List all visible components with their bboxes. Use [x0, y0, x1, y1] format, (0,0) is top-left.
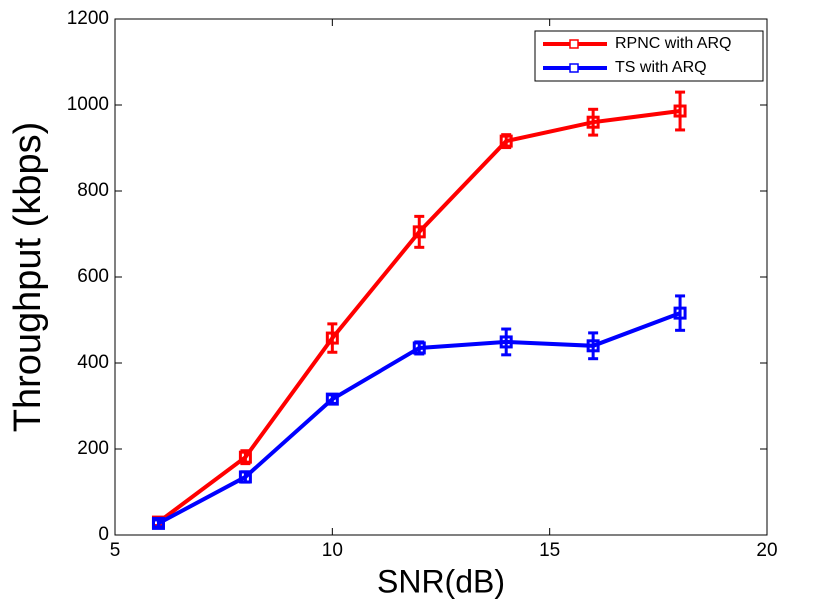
legend-marker	[569, 39, 579, 49]
marker	[238, 450, 252, 464]
y-axis-label: Throughput (kbps)	[7, 122, 49, 433]
marker	[412, 225, 426, 239]
x-tick-label: 10	[322, 540, 343, 561]
marker	[325, 331, 339, 345]
error-bar	[675, 90, 686, 132]
x-tick-label: 15	[539, 540, 560, 561]
error-bar	[588, 331, 599, 361]
marker	[151, 516, 165, 530]
y-tick-label: 800	[77, 180, 109, 201]
marker	[499, 335, 513, 349]
marker	[673, 104, 687, 118]
error-bar	[501, 327, 512, 357]
error-bar	[327, 322, 338, 354]
y-tick-label: 200	[77, 438, 109, 459]
series-line	[157, 109, 681, 524]
legend-label: TS with ARQ	[615, 59, 707, 76]
error-bar	[588, 107, 599, 137]
marker	[673, 306, 687, 320]
x-tick-label: 20	[756, 540, 777, 561]
error-bar	[675, 294, 686, 332]
error-bar	[153, 518, 164, 529]
marker	[412, 341, 426, 355]
y-tick-label: 400	[77, 352, 109, 373]
y-tick-label: 1000	[67, 94, 109, 115]
marker	[238, 470, 252, 484]
y-tick-label: 0	[98, 524, 109, 545]
legend-label: RPNC with ARQ	[615, 35, 731, 52]
y-tick-label: 1200	[67, 8, 109, 29]
error-bar	[414, 214, 425, 249]
marker	[499, 134, 513, 148]
plot-frame	[114, 18, 768, 536]
marker	[586, 115, 600, 129]
x-tick-label: 5	[110, 540, 121, 561]
marker	[325, 392, 339, 406]
marker	[586, 339, 600, 353]
y-tick-label: 600	[77, 266, 109, 287]
x-axis-label: SNR(dB)	[377, 563, 505, 599]
legend-marker	[569, 63, 579, 73]
